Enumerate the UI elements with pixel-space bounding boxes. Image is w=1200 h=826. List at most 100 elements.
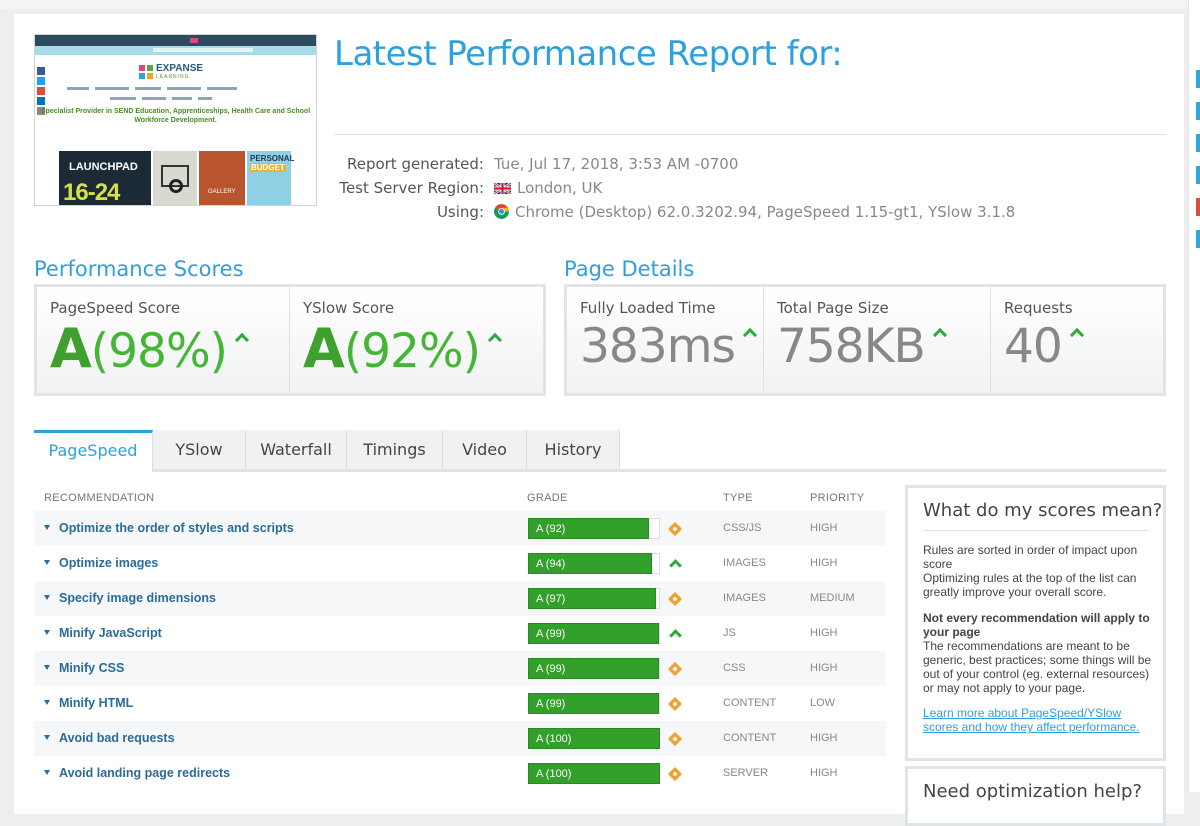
meta-label: Test Server Region: bbox=[339, 179, 484, 197]
yslow-percent: (92%) bbox=[343, 324, 481, 379]
scores-help-divider bbox=[923, 530, 1149, 531]
meta-label: Report generated: bbox=[346, 155, 484, 173]
up-arrow-icon bbox=[487, 332, 503, 348]
tab-waterfall[interactable]: Waterfall bbox=[246, 430, 347, 469]
column-header-grade[interactable]: GRADE bbox=[527, 492, 568, 504]
thumb-tile-personal-budget: PERSONAL BUDGET bbox=[247, 151, 294, 205]
expand-caret-icon[interactable] bbox=[44, 700, 50, 705]
edge-tab-1[interactable] bbox=[1196, 70, 1200, 88]
expand-caret-icon[interactable] bbox=[44, 665, 50, 670]
recommendation-label: Specify image dimensions bbox=[59, 591, 216, 605]
priority-cell: HIGH bbox=[810, 767, 838, 779]
fully-loaded-label: Fully Loaded Time bbox=[580, 299, 716, 317]
chrome-icon bbox=[494, 204, 509, 219]
expand-caret-icon[interactable] bbox=[44, 560, 50, 565]
tab-timings[interactable]: Timings bbox=[347, 430, 443, 469]
tab-yslow[interactable]: YSlow bbox=[153, 430, 246, 469]
tab-history[interactable]: History bbox=[527, 430, 620, 469]
table-row[interactable]: Optimize the order of styles and scripts… bbox=[34, 511, 886, 546]
edge-tab-6[interactable] bbox=[1196, 230, 1200, 248]
priority-cell: MEDIUM bbox=[810, 592, 855, 604]
table-row[interactable]: Specify image dimensions A (97) IMAGES MEDI… bbox=[34, 581, 886, 616]
up-arrow-icon bbox=[669, 629, 682, 642]
edge-tab-2[interactable] bbox=[1196, 102, 1200, 120]
expand-caret-icon[interactable] bbox=[44, 595, 50, 600]
meta-value: Chrome (Desktop) 62.0.3202.94, PageSpeed… bbox=[515, 203, 1016, 221]
performance-scores-heading: Performance Scores bbox=[34, 257, 244, 281]
column-header-type[interactable]: TYPE bbox=[723, 492, 753, 504]
recommendation-name[interactable]: Optimize images bbox=[44, 546, 158, 581]
meta-using: Using: Chrome (Desktop) 62.0.3202.94, Pa… bbox=[14, 200, 1164, 224]
status-diamond-icon bbox=[667, 766, 683, 782]
recommendation-name[interactable]: Avoid landing page redirects bbox=[44, 756, 230, 791]
table-row[interactable]: Minify JavaScript A (99) JS HIGH bbox=[34, 616, 886, 651]
priority-cell: LOW bbox=[810, 697, 836, 709]
thumb-nav bbox=[67, 87, 287, 91]
recommendation-label: Minify CSS bbox=[59, 661, 125, 675]
magnifier-icon bbox=[169, 179, 183, 193]
edge-tab-5[interactable] bbox=[1196, 198, 1200, 216]
thumb-tile-launchpad: LAUNCHPAD 16-24 bbox=[59, 151, 151, 206]
up-arrow-icon bbox=[742, 327, 758, 343]
page-title: Latest Performance Report for: bbox=[334, 34, 843, 74]
meta-label: Using: bbox=[436, 203, 484, 221]
table-row[interactable]: Avoid bad requests A (100) CONTENT HIGH bbox=[34, 721, 886, 756]
grade-bar: A (99) bbox=[528, 693, 659, 714]
type-cell: JS bbox=[723, 627, 736, 639]
scores-help-box: What do my scores mean? Rules are sorted… bbox=[905, 485, 1166, 761]
expand-caret-icon[interactable] bbox=[44, 735, 50, 740]
requests-label: Requests bbox=[1004, 299, 1073, 317]
recommendation-name[interactable]: Avoid bad requests bbox=[44, 721, 175, 756]
grade-bar: A (92) bbox=[528, 518, 649, 539]
thumb-tile-gallery: GALLERY bbox=[199, 151, 245, 205]
recommendation-name[interactable]: Minify JavaScript bbox=[44, 616, 162, 651]
expand-caret-icon[interactable] bbox=[44, 630, 50, 635]
yslow-score-cell[interactable]: YSlow Score A(92%) bbox=[290, 287, 543, 393]
thumb-tiles: LAUNCHPAD 16-24 GALLERY PERSONAL BUDGET bbox=[59, 151, 294, 206]
grade-bar: A (97) bbox=[528, 588, 656, 609]
column-header-recommendation[interactable]: RECOMMENDATION bbox=[44, 492, 155, 504]
priority-cell: HIGH bbox=[810, 662, 838, 674]
table-row[interactable]: Optimize images A (94) IMAGES HIGH bbox=[34, 546, 886, 581]
pagespeed-score-cell[interactable]: PageSpeed Score A(98%) bbox=[37, 287, 290, 393]
thumb-social-icons bbox=[37, 67, 45, 117]
recommendation-label: Optimize the order of styles and scripts bbox=[59, 521, 294, 535]
thumb-tile-testimonials bbox=[153, 151, 197, 205]
tab-video[interactable]: Video bbox=[443, 430, 527, 469]
table-row[interactable]: Minify HTML A (99) CONTENT LOW bbox=[34, 686, 886, 721]
requests-value: 40 bbox=[1004, 319, 1063, 374]
learn-more-link[interactable]: Learn more about PageSpeed/YSlow scores … bbox=[923, 706, 1140, 734]
type-cell: IMAGES bbox=[723, 592, 766, 604]
recommendation-name[interactable]: Specify image dimensions bbox=[44, 581, 216, 616]
thumb-subbar bbox=[35, 46, 316, 55]
scores-help-apply-bold: Not every recommendation will apply to y… bbox=[923, 611, 1150, 639]
table-row[interactable]: Minify CSS A (99) CSS HIGH bbox=[34, 651, 886, 686]
column-header-priority[interactable]: PRIORITY bbox=[810, 492, 865, 504]
tab-pagespeed[interactable]: PageSpeed bbox=[34, 430, 153, 472]
up-arrow-icon bbox=[932, 327, 947, 343]
type-cell: IMAGES bbox=[723, 557, 766, 569]
priority-cell: HIGH bbox=[810, 557, 838, 569]
expand-caret-icon[interactable] bbox=[44, 525, 50, 530]
type-cell: CSS/JS bbox=[723, 522, 762, 534]
requests-cell: Requests 40 bbox=[991, 287, 1163, 393]
recommendation-label: Minify JavaScript bbox=[59, 626, 162, 640]
edge-tab-4[interactable] bbox=[1196, 166, 1200, 184]
thumb-logo-subtext: LEARNING bbox=[156, 74, 190, 80]
thumb-tile-launchpad-label: LAUNCHPAD bbox=[69, 161, 138, 173]
thumb-tile-launchpad-number: 16-24 bbox=[63, 179, 120, 206]
thumb-logo: EXPANSE LEARNING bbox=[139, 62, 217, 82]
expand-caret-icon[interactable] bbox=[44, 770, 50, 775]
thumb-cta bbox=[190, 38, 198, 43]
priority-cell: HIGH bbox=[810, 732, 838, 744]
recommendation-name[interactable]: Minify CSS bbox=[44, 651, 124, 686]
site-screenshot-thumbnail: EXPANSE LEARNING Specialist Provider in … bbox=[34, 34, 317, 206]
meta-report-generated: Report generated: Tue, Jul 17, 2018, 3:5… bbox=[14, 152, 1164, 176]
recommendation-name[interactable]: Optimize the order of styles and scripts bbox=[44, 511, 294, 546]
recommendation-name[interactable]: Minify HTML bbox=[44, 686, 133, 721]
thumb-logo-text: EXPANSE bbox=[156, 63, 204, 74]
edge-tab-3[interactable] bbox=[1196, 134, 1200, 152]
table-row[interactable]: Avoid landing page redirects A (100) SERVE… bbox=[34, 756, 886, 791]
optimization-help-box: Need optimization help? bbox=[905, 766, 1166, 826]
recommendation-label: Avoid landing page redirects bbox=[59, 766, 231, 780]
